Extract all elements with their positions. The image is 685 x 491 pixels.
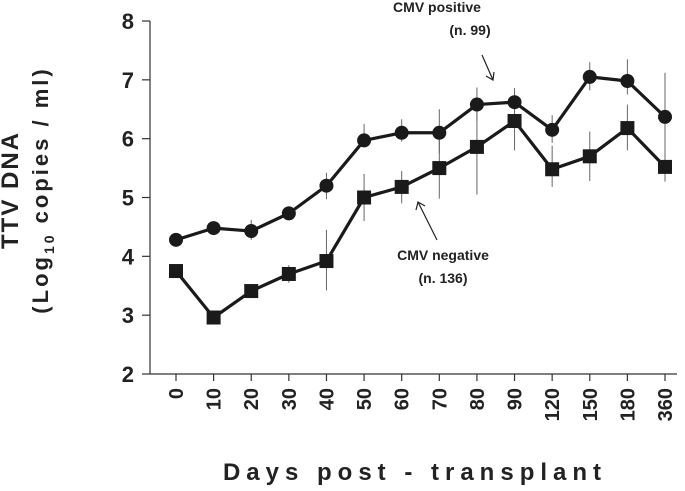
x-tick-label: 360 [655, 388, 677, 421]
x-tick-label: 60 [392, 388, 414, 410]
x-tick-label: 70 [429, 388, 451, 410]
data-point-cmv-positive [507, 95, 522, 110]
data-point-cmv-positive [357, 133, 372, 148]
y-tick-label: 4 [122, 244, 135, 269]
data-point-cmv-negative [281, 266, 296, 281]
x-tick-label: 50 [354, 388, 376, 410]
x-tick-label: 10 [204, 388, 226, 410]
data-point-cmv-positive [394, 125, 409, 140]
data-point-cmv-positive [469, 97, 484, 112]
y-tick-label: 3 [122, 303, 134, 328]
data-point-cmv-negative [658, 159, 672, 174]
annotation-cmv-positive-arrowhead [485, 71, 495, 81]
data-point-cmv-negative [620, 121, 635, 136]
data-point-cmv-positive [432, 125, 447, 140]
x-tick-label: 0 [166, 388, 188, 399]
series-group [169, 69, 672, 325]
data-point-cmv-positive [206, 221, 221, 236]
data-point-cmv-negative [357, 190, 372, 205]
data-point-cmv-negative [545, 162, 560, 177]
y-axis-title-suffix: copies / ml) [28, 66, 53, 232]
data-point-cmv-negative [244, 284, 259, 299]
y-axis-title: TTV DNA (Log10 copies / ml) [0, 66, 57, 313]
y-axis-title-prefix: (Log [28, 254, 53, 314]
annotation-cmv-positive-name: CMV positive [393, 0, 481, 15]
data-point-cmv-positive [545, 122, 560, 137]
x-tick-label: 150 [580, 388, 602, 421]
annotation-cmv-negative-arrowhead [415, 201, 426, 211]
data-point-cmv-negative [507, 114, 522, 129]
y-tick-label: 8 [122, 9, 134, 34]
y-axis: 2 3 4 5 6 7 8 [122, 9, 151, 387]
x-tick-label: 20 [241, 388, 263, 410]
data-point-cmv-positive [319, 178, 334, 193]
data-point-cmv-positive [582, 69, 597, 84]
data-point-cmv-positive [169, 232, 183, 247]
x-tick-label: 30 [279, 388, 301, 410]
y-axis-title-line2: (Log10 copies / ml) [28, 66, 57, 313]
y-tick-label: 7 [122, 68, 134, 93]
annotation-cmv-negative-arrow [417, 201, 438, 241]
data-point-cmv-positive [281, 206, 296, 221]
data-point-cmv-positive [244, 224, 259, 239]
data-point-cmv-negative [319, 254, 334, 269]
annotation-cmv-negative-name: CMV negative [397, 247, 489, 263]
data-point-cmv-negative [582, 149, 597, 164]
x-tick-label: 90 [505, 388, 527, 410]
data-point-cmv-negative [432, 161, 447, 176]
y-tick-label: 5 [122, 186, 134, 211]
annotations: CMV positive (n. 99) CMV negative (n. 13… [393, 0, 495, 286]
data-point-cmv-negative [169, 264, 183, 279]
x-axis: 0 10 20 30 40 50 60 70 80 90 120 150 180 360 [150, 373, 677, 421]
data-point-cmv-negative [469, 139, 484, 154]
x-tick-label: 120 [542, 388, 564, 421]
annotation-cmv-positive-arrow [481, 54, 494, 81]
data-point-cmv-negative [394, 179, 409, 194]
data-point-cmv-positive [658, 109, 672, 124]
y-tick-label: 6 [122, 127, 134, 152]
annotation-cmv-negative-n: (n. 136) [418, 270, 467, 286]
x-axis-title: Days post - transplant [223, 459, 607, 486]
data-point-cmv-positive [620, 74, 635, 89]
annotation-cmv-positive-n: (n. 99) [449, 22, 490, 38]
y-axis-title-subscript: 10 [41, 232, 57, 254]
x-tick-label: 180 [617, 388, 639, 421]
x-tick-label: 40 [316, 388, 338, 410]
x-tick-label: 80 [467, 388, 489, 410]
y-axis-title-line1: TTV DNA [0, 131, 24, 249]
y-tick-label: 2 [122, 362, 134, 387]
data-point-cmv-negative [206, 310, 221, 325]
